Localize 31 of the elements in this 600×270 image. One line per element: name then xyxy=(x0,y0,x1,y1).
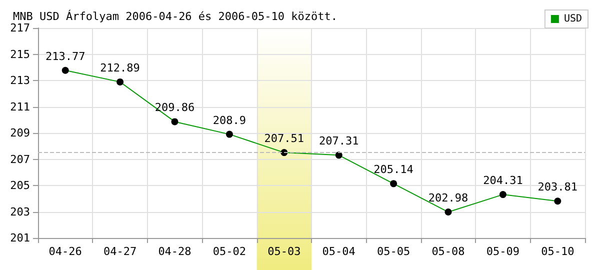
y-tick-label: 211 xyxy=(10,100,30,114)
y-tick-label: 209 xyxy=(10,126,30,140)
y-tick-label: 205 xyxy=(10,179,30,192)
x-tick-label: 05-05 xyxy=(376,245,410,258)
x-tick-label: 04-28 xyxy=(158,245,192,258)
data-label: 204.31 xyxy=(483,174,523,188)
x-tick-label: 05-03 xyxy=(268,245,301,258)
x-tick-label: 05-08 xyxy=(432,245,465,258)
y-tick-label: 201 xyxy=(10,232,30,244)
y-tick-label: 203 xyxy=(10,205,30,218)
data-label: 207.31 xyxy=(318,134,359,148)
data-label: 208.9 xyxy=(212,114,246,127)
x-tick-label: 05-09 xyxy=(486,245,520,258)
y-tick-label: 213 xyxy=(10,74,30,87)
data-label: 205.14 xyxy=(374,163,414,176)
legend-label: USD xyxy=(564,14,582,24)
chart-title: MNB USD Árfolyam 2006-04-26 és 2006-05-10 között. xyxy=(13,9,338,23)
x-tick-label: 04-27 xyxy=(103,245,137,258)
x-tick-label: 05-10 xyxy=(541,245,574,258)
data-label: 209.86 xyxy=(154,101,195,114)
data-label: 213.77 xyxy=(45,50,86,63)
data-label: 202.98 xyxy=(428,192,468,205)
y-tick-label: 215 xyxy=(10,48,30,61)
x-tick-label: 05-02 xyxy=(212,245,246,258)
y-tick-label: 207 xyxy=(10,152,30,166)
y-tick-label: 217 xyxy=(10,22,30,34)
data-label: 212.89 xyxy=(100,61,140,74)
x-tick-label: 04-26 xyxy=(48,245,82,258)
data-label: 203.81 xyxy=(538,180,578,194)
x-tick-label: 05-04 xyxy=(322,245,356,258)
data-label: 207.51 xyxy=(264,132,304,146)
